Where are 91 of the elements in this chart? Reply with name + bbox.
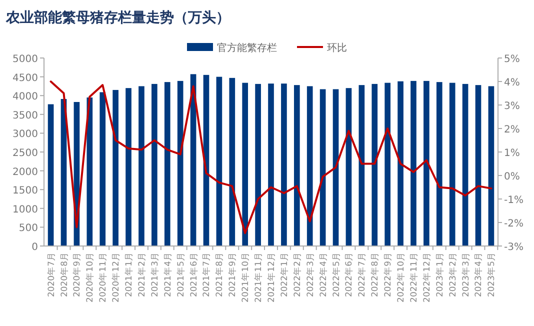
y2-tick-label: 1%: [504, 148, 520, 159]
bar: [372, 84, 378, 246]
bar: [268, 84, 274, 246]
x-tick-label: 2021年12月: [266, 252, 277, 302]
legend-label: 官方能繁存栏: [217, 42, 277, 54]
x-tick-label: 2020年9月: [72, 252, 83, 298]
x-tick-label: 2021年6月: [188, 252, 200, 298]
y-tick-label: 3000: [12, 129, 38, 140]
y-tick-label: 5000: [12, 54, 38, 65]
x-tick-label: 2021年4月: [162, 252, 174, 298]
bar: [306, 86, 313, 246]
bar: [126, 88, 132, 246]
y-tick-label: 2500: [12, 148, 38, 159]
x-tick-label: 2022年4月: [318, 252, 329, 298]
x-tick-label: 2021年1月: [124, 252, 135, 298]
x-tick-label: 2023年4月: [473, 252, 484, 298]
y2-tick-label: 3%: [504, 101, 520, 112]
bar: [320, 89, 326, 246]
y2-tick-label: 4%: [504, 78, 520, 88]
bar: [294, 85, 300, 246]
y-tick-label: 1500: [12, 186, 38, 197]
bar: [177, 80, 184, 246]
x-tick-label: 2021年3月: [149, 252, 160, 298]
bar: [255, 84, 261, 246]
bar: [138, 86, 144, 246]
line-series: [50, 80, 492, 234]
y2-tick-label: -3%: [504, 242, 524, 253]
x-tick-label: 2021年8月: [214, 252, 226, 298]
x-tick-label: 2022年8月: [370, 252, 381, 298]
x-tick-label: 2020年12月: [110, 252, 122, 302]
x-tick-label: 2021年9月: [227, 252, 238, 298]
x-tick-label: 2023年1月: [434, 252, 446, 298]
bar: [358, 85, 365, 246]
x-tick-label: 2020年8月: [58, 252, 70, 298]
x-tick-label: 2021年10月: [240, 252, 252, 302]
bar: [281, 84, 287, 246]
bar: [112, 90, 118, 246]
y-tick-label: 2000: [12, 166, 38, 178]
x-tick-label: 2023年5月: [486, 252, 498, 298]
x-tick-label: 2020年7月: [46, 252, 57, 298]
x-tick-label: 2021年5月: [175, 252, 186, 298]
bar: [216, 76, 222, 246]
bar: [398, 81, 404, 246]
x-tick-label: 2020年11月: [98, 252, 109, 302]
y-tick-label: 4000: [12, 92, 38, 103]
y2-tick-label: -2%: [504, 218, 524, 230]
x-tick-label: 2022年2月: [292, 252, 303, 298]
x-tick-label: 2022年3月: [304, 252, 316, 298]
bar: [346, 88, 352, 246]
bar: [86, 97, 93, 246]
bar: [242, 82, 248, 246]
y-tick-label: 3500: [12, 110, 38, 122]
bar: [475, 85, 482, 246]
x-tick-label: 2021年11月: [253, 252, 264, 302]
y-tick-label: 1000: [12, 204, 38, 216]
x-tick-label: 2022年11月: [408, 252, 420, 302]
bar: [48, 104, 54, 246]
y2-tick-label: -1%: [504, 195, 524, 206]
bar: [449, 82, 456, 246]
x-tick-label: 2023年3月: [460, 252, 472, 298]
x-tick-label: 2022年1月: [278, 252, 290, 298]
x-tick-label: 2021年2月: [136, 252, 148, 298]
y-tick-label: 0: [32, 242, 38, 253]
bar: [332, 89, 339, 246]
x-tick-label: 2022年10月: [396, 252, 407, 302]
y2-tick-label: 5%: [504, 54, 520, 65]
bar: [462, 84, 468, 246]
x-tick-label: 2022年5月: [330, 252, 342, 298]
y2-tick-label: 2%: [504, 124, 520, 136]
bar: [229, 78, 236, 246]
x-tick-label: 2023年2月: [447, 252, 458, 298]
y-tick-label: 4500: [12, 72, 38, 84]
x-tick-label: 2022年12月: [421, 252, 432, 302]
x-tick-label: 2022年9月: [382, 252, 394, 298]
bar: [164, 82, 170, 246]
y2-tick-label: 0%: [504, 172, 520, 182]
bar: [410, 80, 416, 246]
x-tick-label: 2021年7月: [201, 252, 212, 298]
x-tick-label: 2020年10月: [84, 252, 96, 302]
bar: [100, 92, 106, 246]
legend-label: 环比: [327, 42, 347, 54]
bar: [152, 84, 158, 246]
bar: [488, 86, 494, 246]
bar: [384, 82, 390, 246]
x-tick-label: 2022年6月: [344, 252, 355, 298]
y-tick-label: 500: [18, 223, 38, 234]
bar: [424, 80, 430, 246]
bar: [436, 82, 442, 246]
bar: [203, 74, 210, 246]
chart-title: 农业部能繁母猪存栏量走势（万头）: [5, 9, 230, 26]
x-tick-label: 2022年7月: [356, 252, 368, 298]
